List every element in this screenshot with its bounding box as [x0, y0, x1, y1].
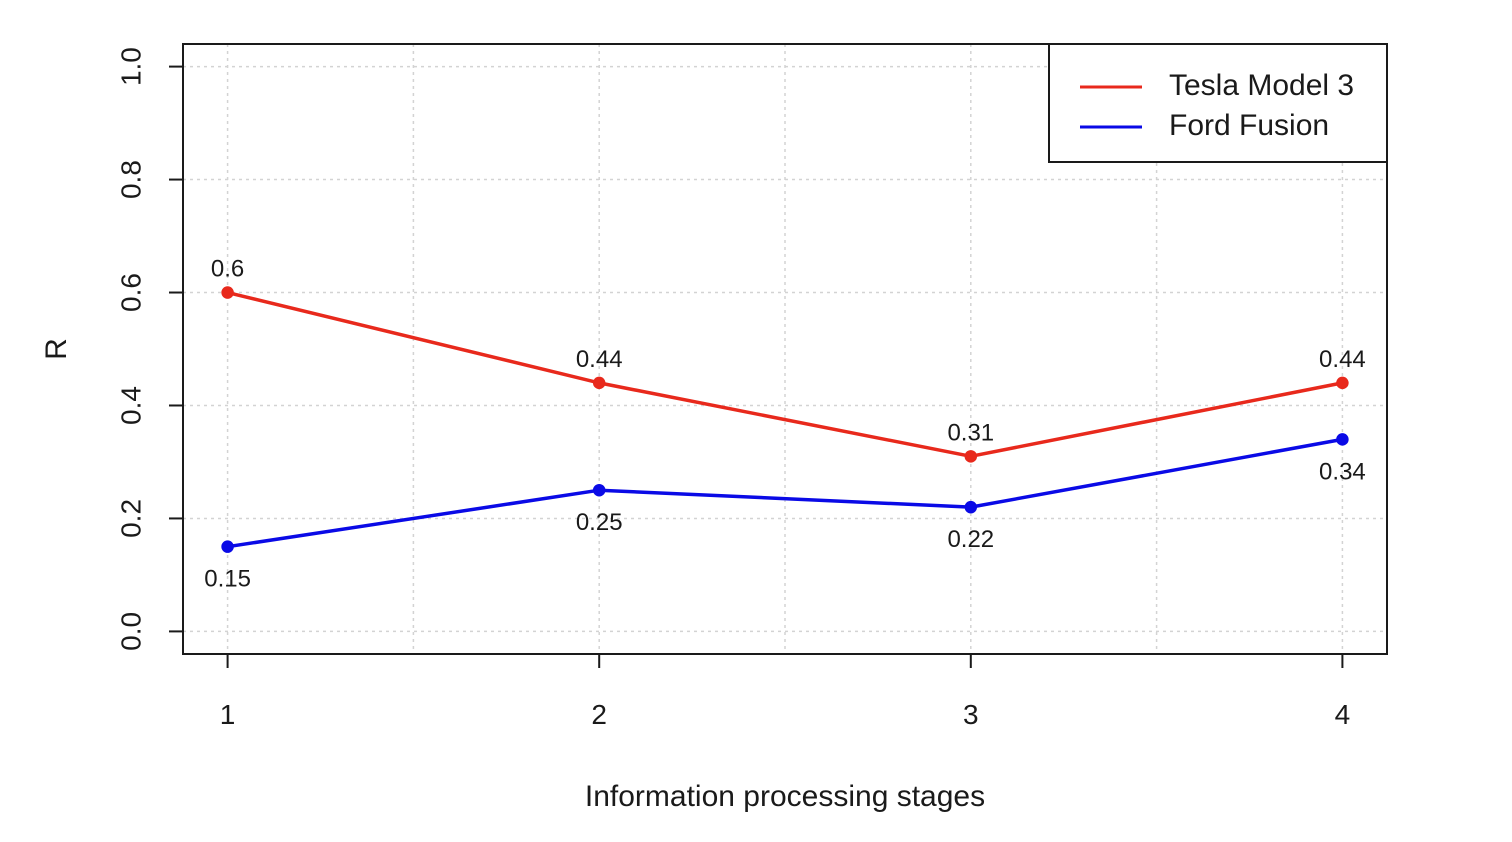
y-axis-title: R	[40, 338, 73, 360]
x-tick-label: 3	[963, 699, 979, 730]
data-point	[1336, 433, 1349, 446]
legend-label-tesla: Tesla Model 3	[1169, 69, 1354, 102]
data-label: 0.22	[947, 526, 994, 553]
legend: Tesla Model 3 Ford Fusion	[1048, 43, 1388, 163]
data-point	[221, 540, 234, 553]
data-label: 0.31	[947, 419, 994, 446]
x-tick-label: 4	[1335, 699, 1351, 730]
data-label: 0.6	[211, 256, 244, 283]
x-tick-label: 2	[591, 699, 607, 730]
y-tick-label: 0.2	[115, 499, 146, 538]
legend-label-ford: Ford Fusion	[1169, 109, 1329, 142]
y-tick-label: 0.8	[115, 160, 146, 199]
x-axis: 1 2 3 4	[220, 653, 1351, 730]
y-axis: 0.0 0.2 0.4 0.6 0.8 1.0	[115, 47, 184, 651]
data-labels: 0.6 0.44 0.31 0.44 0.15 0.25 0.22 0.34	[204, 256, 1366, 593]
y-tick-label: 0.4	[115, 386, 146, 425]
data-label: 0.44	[1319, 346, 1366, 373]
series-layer	[221, 286, 1349, 553]
y-tick-label: 1.0	[115, 47, 146, 86]
x-tick-label: 1	[220, 699, 236, 730]
data-label: 0.34	[1319, 458, 1366, 485]
legend-box	[1048, 43, 1388, 163]
y-tick-label: 0.0	[115, 612, 146, 651]
y-tick-label: 0.6	[115, 273, 146, 312]
series-line-0	[227, 290, 1343, 459]
series-line-1	[227, 437, 1343, 549]
data-point	[964, 500, 978, 514]
data-label: 0.25	[576, 509, 623, 536]
data-point	[221, 286, 234, 299]
data-point	[1336, 376, 1349, 390]
data-label: 0.44	[576, 346, 623, 373]
grid-lines	[183, 44, 1387, 654]
x-axis-title: Information processing stages	[585, 780, 985, 813]
data-point	[592, 483, 606, 497]
data-point	[592, 376, 606, 390]
data-label: 0.15	[204, 566, 251, 593]
data-point	[964, 450, 978, 463]
